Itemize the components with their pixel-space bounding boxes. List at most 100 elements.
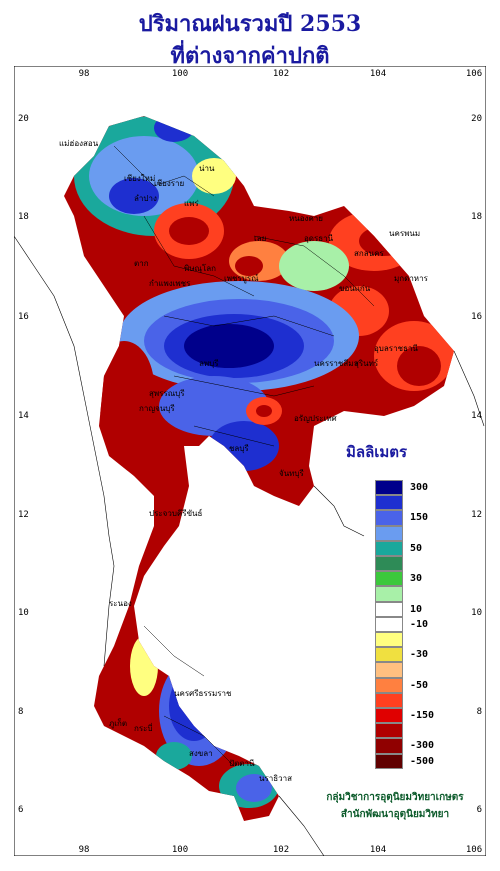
tick-label: 8 bbox=[18, 707, 23, 717]
legend-label: -150 bbox=[410, 710, 435, 721]
legend-label: 300 bbox=[410, 482, 429, 493]
city-label: แม่ฮ่องสอน bbox=[59, 139, 99, 148]
tick-label: 14 bbox=[18, 411, 29, 421]
legend-swatch bbox=[375, 586, 403, 602]
legend-swatch bbox=[375, 723, 403, 739]
city-label: สกลนคร bbox=[354, 249, 384, 258]
city-label: หนองคาย bbox=[289, 214, 323, 223]
city-label: ลำปาง bbox=[134, 194, 157, 203]
tick-label: 106 bbox=[466, 69, 482, 79]
city-label: เลย bbox=[254, 234, 266, 243]
city-label: กำแพงเพชร bbox=[149, 279, 191, 288]
city-label: กระบี่ bbox=[134, 722, 153, 733]
legend-swatch bbox=[375, 571, 403, 587]
city-label: มุกดาหาร bbox=[394, 274, 429, 283]
city-label: ตาก bbox=[134, 259, 149, 268]
province-borders bbox=[113, 145, 375, 767]
legend-label: 50 bbox=[410, 542, 423, 554]
city-label: สงขลา bbox=[189, 749, 213, 758]
legend-swatch bbox=[375, 647, 403, 663]
legend-swatch bbox=[375, 692, 403, 708]
city-label: ลพบุรี bbox=[199, 359, 219, 368]
legend-swatch bbox=[375, 540, 403, 556]
city-label: อุบลราชธานี bbox=[374, 344, 418, 353]
legend-swatch bbox=[375, 677, 403, 693]
city-label: เพชรบูรณ์ bbox=[224, 273, 259, 284]
tick-label: 8 bbox=[477, 707, 482, 717]
tick-label: 20 bbox=[471, 114, 482, 124]
tick-label: 18 bbox=[18, 212, 29, 222]
city-labels: เชียงรายน่านแพร่ลำปางเลยหนองคายอุดรธานีน… bbox=[59, 139, 429, 783]
city-label: ระนอง bbox=[109, 599, 132, 608]
tick-label: 10 bbox=[18, 608, 29, 618]
tick-label: 20 bbox=[18, 114, 29, 124]
tick-label: 6 bbox=[18, 805, 23, 815]
city-label: เชียงใหม่ bbox=[124, 174, 155, 183]
legend-label: -10 bbox=[410, 618, 429, 630]
city-label: จันทบุรี bbox=[279, 469, 305, 478]
tick-label: 12 bbox=[18, 510, 29, 520]
x-tick-labels-bottom: 98 100 102 104 106 bbox=[79, 845, 483, 855]
city-label: พิษณุโลก bbox=[184, 263, 216, 273]
city-label: ประจวบคีรีขันธ์ bbox=[149, 508, 203, 518]
legend-label: 10 bbox=[410, 603, 423, 615]
y-tick-labels-right: 20 18 16 14 12 10 8 6 bbox=[471, 114, 482, 815]
tick-label: 102 bbox=[273, 69, 289, 79]
city-label: ชลบุรี bbox=[229, 444, 249, 453]
legend-swatch bbox=[375, 556, 403, 572]
legend-label: -500 bbox=[410, 755, 435, 767]
legend-swatch bbox=[375, 738, 403, 754]
tick-label: 100 bbox=[172, 845, 188, 855]
city-label: นครศรีธรรมราช bbox=[174, 689, 232, 698]
city-label: นครพนม bbox=[389, 229, 420, 238]
city-label: อุดรธานี bbox=[304, 234, 334, 243]
tick-label: 12 bbox=[471, 510, 482, 520]
tick-label: 10 bbox=[471, 608, 482, 618]
city-label: ปัตตานี bbox=[229, 759, 255, 768]
legend-swatch bbox=[375, 525, 403, 541]
legend-swatch bbox=[375, 753, 403, 769]
credit-line-1: กลุ่มวิชาการอุตุนิยมวิทยาเกษตร bbox=[326, 792, 464, 803]
legend-swatch bbox=[375, 616, 403, 632]
city-label: เชียงราย bbox=[154, 179, 184, 188]
legend-label: 150 bbox=[410, 512, 429, 524]
city-label: อรัญประเทศ bbox=[294, 414, 337, 423]
city-label: แพร่ bbox=[184, 199, 199, 208]
x-tick-labels-top: 98 100 102 104 106 bbox=[79, 69, 483, 79]
tick-label: 16 bbox=[18, 312, 29, 322]
tick-label: 16 bbox=[471, 312, 482, 322]
legend-swatch bbox=[375, 495, 403, 511]
city-label: กาญจนบุรี bbox=[139, 404, 175, 413]
tick-label: 14 bbox=[471, 411, 482, 421]
tick-label: 98 bbox=[79, 69, 90, 79]
neighbor-coastlines bbox=[14, 235, 485, 856]
credit-line-2: สำนักพัฒนาอุตุนิยมวิทยา bbox=[340, 809, 450, 820]
legend-label: -300 bbox=[410, 740, 435, 752]
city-label: นราธิวาส bbox=[259, 774, 292, 783]
legend-swatch bbox=[375, 708, 403, 724]
city-label: ภูเก็ต bbox=[109, 718, 127, 729]
map-title: ปริมาณฝนรวมปี 2553 bbox=[138, 11, 362, 37]
legend-swatch bbox=[375, 662, 403, 678]
tick-label: 6 bbox=[477, 805, 482, 815]
legend-swatch bbox=[375, 632, 403, 648]
tick-label: 104 bbox=[370, 69, 386, 79]
legend-label: -30 bbox=[410, 649, 429, 661]
city-label: สุพรรณบุรี bbox=[149, 389, 185, 398]
city-label: ขอนแก่น bbox=[339, 284, 371, 293]
legend-swatch bbox=[375, 510, 403, 526]
rainfall-anomaly-map: 98 100 102 104 106 98 100 102 104 106 2018161412… bbox=[14, 66, 486, 856]
tick-label: 102 bbox=[273, 845, 289, 855]
city-label: สุรินทร์ bbox=[354, 358, 379, 368]
tick-label: 106 bbox=[466, 845, 482, 855]
tick-label: 104 bbox=[370, 845, 386, 855]
city-label: น่าน bbox=[199, 164, 215, 173]
legend-swatch bbox=[375, 480, 403, 496]
tick-label: 100 bbox=[172, 69, 188, 79]
city-label: นครราชสีมา bbox=[314, 359, 358, 368]
legend-label: 30 bbox=[410, 573, 423, 585]
legend-swatch bbox=[375, 601, 403, 617]
y-tick-labels-left: 20 18 16 14 12 10 8 6 bbox=[18, 114, 29, 815]
tick-label: 98 bbox=[79, 845, 90, 855]
legend-label: -50 bbox=[410, 679, 429, 691]
